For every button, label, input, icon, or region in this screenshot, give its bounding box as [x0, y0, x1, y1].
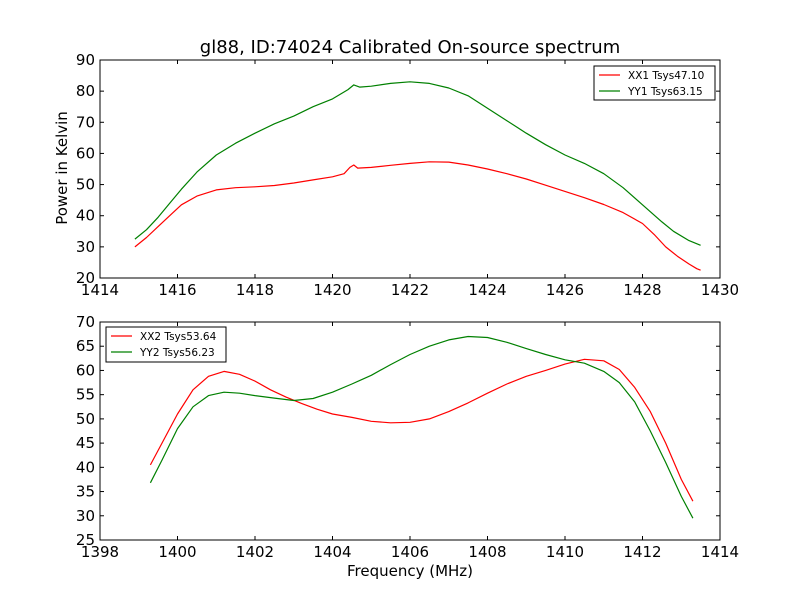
y-tick-label: 80 — [76, 82, 95, 100]
legend: XX2 Tsys53.64 YY2 Tsys56.23 — [105, 326, 227, 363]
x-tick-label: 1424 — [468, 281, 506, 299]
series-line-1 — [149, 358, 694, 502]
x-tick-label: 1420 — [313, 281, 351, 299]
bottom-chart: 1398 1400 1402 1404 1406 1408 1410 1412 1414 25 30… — [76, 313, 739, 561]
y-tick-label: 60 — [76, 144, 95, 162]
series-line-1 — [134, 161, 701, 271]
x-tick-label: 1406 — [391, 543, 429, 561]
x-tick-label: 1426 — [546, 281, 584, 299]
chart-title: gl88, ID:74024 Calibrated On-source spec… — [200, 37, 620, 58]
y-axis-label: Power in Kelvin — [53, 111, 71, 225]
x-tick-label: 1414 — [701, 543, 739, 561]
y-tick-label: 35 — [76, 483, 95, 501]
y-tick-label: 55 — [76, 386, 95, 404]
y-tick-label: 90 — [76, 51, 95, 69]
y-tick-label: 40 — [76, 207, 95, 225]
series-line-2 — [134, 81, 701, 246]
y-tick-label: 30 — [76, 507, 95, 525]
x-tick-label: 1422 — [391, 281, 429, 299]
x-tick-label: 1414 — [81, 281, 119, 299]
y-tick-label: 50 — [76, 176, 95, 194]
legend-box — [593, 65, 716, 101]
y-tick-label: 30 — [76, 238, 95, 256]
x-tick-label: 1430 — [701, 281, 739, 299]
x-tick-label: 1408 — [468, 543, 506, 561]
legend-label: YY2 Tsys56.23 — [139, 347, 215, 359]
legend-label: XX2 Tsys53.64 — [140, 331, 217, 343]
y-tick-label: 50 — [76, 410, 95, 428]
legend-label: XX1 Tsys47.10 — [628, 70, 704, 82]
x-tick-label: 1416 — [158, 281, 196, 299]
x-tick-label: 1428 — [623, 281, 661, 299]
x-tick-label: 1412 — [623, 543, 661, 561]
y-tick-label: 65 — [76, 337, 95, 355]
x-tick-label: 1404 — [313, 543, 351, 561]
y-tick-label: 70 — [76, 313, 95, 331]
series-line-2 — [149, 335, 694, 519]
y-tick-label: 45 — [76, 434, 95, 452]
legend-label: YY1 Tsys63.15 — [627, 86, 703, 98]
legend: XX1 Tsys47.10 YY1 Tsys63.15 — [593, 65, 716, 101]
x-tick-label: 1418 — [236, 281, 274, 299]
x-tick-label: 1402 — [236, 543, 274, 561]
y-tick-label: 60 — [76, 361, 95, 379]
y-tick-label: 25 — [76, 531, 95, 549]
y-tick-label: 40 — [76, 458, 95, 476]
legend-box — [105, 326, 227, 363]
x-tick-label: 1400 — [158, 543, 196, 561]
x-tick-label: 1398 — [81, 543, 119, 561]
top-chart: 1414 1416 1418 1420 1422 1424 1426 1428 1430 20 30… — [76, 51, 739, 299]
y-tick-label: 70 — [76, 113, 95, 131]
x-axis-label: Frequency (MHz) — [347, 562, 473, 580]
y-tick-label: 20 — [76, 269, 95, 287]
x-tick-label: 1410 — [546, 543, 584, 561]
